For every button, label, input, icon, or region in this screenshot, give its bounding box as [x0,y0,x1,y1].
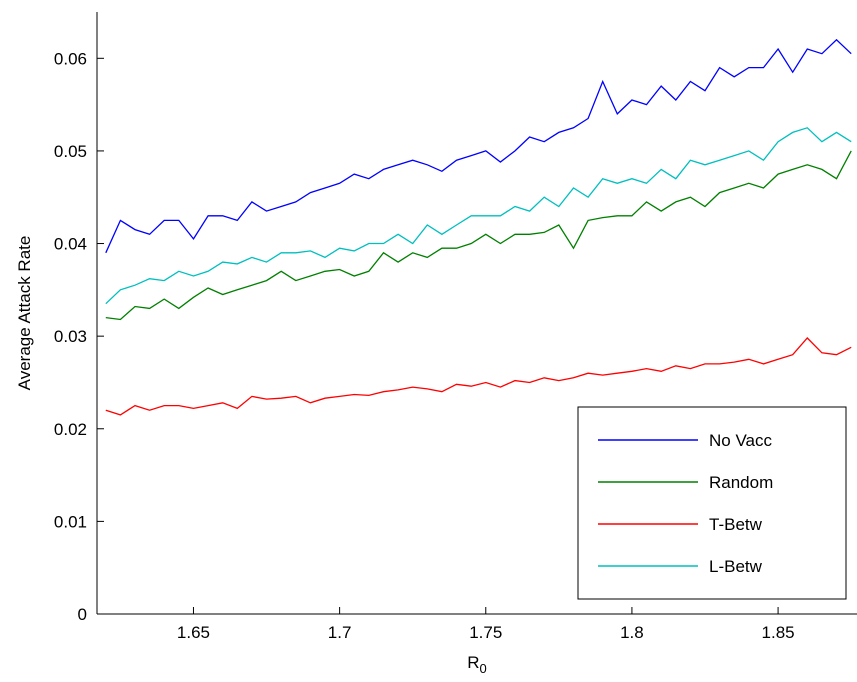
x-axis-label-main: R [467,653,479,672]
y-tick-label: 0.04 [54,235,87,254]
y-tick-label: 0.01 [54,512,87,531]
legend: No Vacc Random T-Betw L-Betw [577,406,847,600]
x-axis-label: R0 [467,653,487,676]
legend-label: T-Betw [709,515,763,534]
y-tick-label: 0 [78,605,87,624]
x-axis-label-subscript: 0 [480,661,487,676]
legend-label: L-Betw [709,557,763,576]
axes-layer [96,12,857,615]
x-tick-label: 1.75 [469,623,502,642]
legend-label: Random [709,473,773,492]
x-tick-label: 1.65 [177,623,210,642]
series-line-l-betw [105,127,852,305]
series-line-t-betw [105,337,852,416]
y-tick-label: 0.03 [54,327,87,346]
y-tick-label: 0.02 [54,420,87,439]
y-tick-label: 0.06 [54,49,87,68]
series-line-no-vacc [105,38,852,254]
series-layer [105,38,852,416]
x-tick-label: 1.7 [328,623,352,642]
x-tick-label: 1.85 [762,623,795,642]
ticks-layer: 1.65 1.7 1.75 1.8 1.85 0 0.01 0.02 0.03 0.04 0.05 0… [54,49,795,642]
y-axis-label: Average Attack Rate [15,236,34,391]
series-line-random [105,150,852,321]
legend-box [577,406,847,600]
x-tick-label: 1.8 [620,623,644,642]
y-tick-label: 0.05 [54,142,87,161]
legend-label: No Vacc [709,431,772,450]
